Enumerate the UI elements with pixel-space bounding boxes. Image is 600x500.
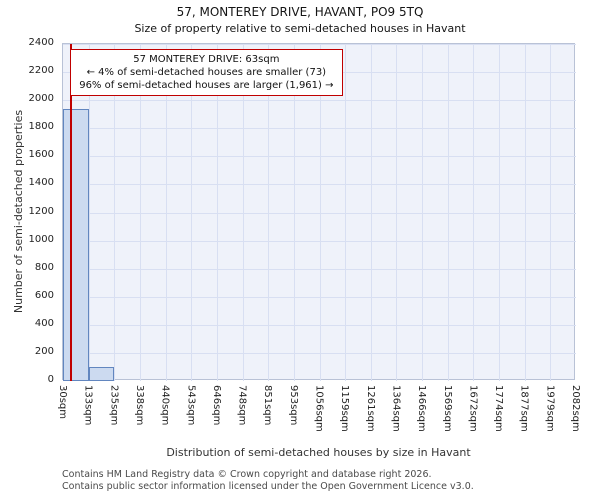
x-tick-label: 1979sqm <box>544 385 556 432</box>
y-tick-label: 2200 <box>28 65 54 77</box>
y-tick-label: 1000 <box>28 233 54 245</box>
y-tick-label: 1800 <box>28 121 54 133</box>
y-tick-label: 1200 <box>28 205 54 217</box>
gridline-vertical <box>165 44 167 381</box>
annotation-box: 57 MONTEREY DRIVE: 63sqm ← 4% of semi-de… <box>70 49 343 96</box>
histogram-bar <box>88 366 115 381</box>
x-tick-label: 953sqm <box>287 385 299 426</box>
x-tick-label: 235sqm <box>108 385 120 426</box>
gridline-vertical <box>216 44 218 381</box>
y-tick-label: 1600 <box>28 149 54 161</box>
footer: Contains HM Land Registry data © Crown c… <box>62 469 474 492</box>
gridline-vertical <box>345 44 347 381</box>
y-tick-label: 800 <box>34 261 54 273</box>
x-tick-label: 1774sqm <box>493 385 505 432</box>
gridline-vertical <box>139 44 141 381</box>
x-tick-label: 133sqm <box>82 385 94 426</box>
y-tick-label: 400 <box>34 317 54 329</box>
gridline-vertical <box>88 44 90 381</box>
gridline-vertical <box>422 44 424 381</box>
x-tick-label: 1364sqm <box>390 385 402 432</box>
x-tick-label: 1877sqm <box>518 385 530 432</box>
gridline-vertical <box>114 44 116 381</box>
y-tick-label: 2000 <box>28 93 54 105</box>
x-tick-label: 543sqm <box>185 385 197 426</box>
x-tick-label: 851sqm <box>262 385 274 426</box>
footer-attribution-line: Contains HM Land Registry data © Crown c… <box>62 469 432 480</box>
gridline-vertical <box>293 44 295 381</box>
x-tick-label: 748sqm <box>236 385 248 426</box>
annotation-smaller-line: ← 4% of semi-detached houses are smaller… <box>86 67 327 78</box>
y-tick-label: 2400 <box>28 37 54 48</box>
annotation-larger-line: 96% of semi-detached houses are larger (… <box>79 80 334 91</box>
y-tick-label: 200 <box>34 345 54 357</box>
x-tick-label: 1056sqm <box>313 385 325 432</box>
x-tick-label: 1672sqm <box>467 385 479 432</box>
property-marker-line <box>70 44 73 381</box>
x-tick-label: 1159sqm <box>339 385 351 432</box>
gridline-vertical <box>524 44 526 381</box>
x-tick-label: 646sqm <box>210 385 222 426</box>
gridline-vertical <box>370 44 372 381</box>
chart-title: 57, MONTEREY DRIVE, HAVANT, PO9 5TQ <box>176 5 424 19</box>
x-tick-label: 2082sqm <box>570 385 581 432</box>
annotation-property-line: 57 MONTEREY DRIVE: 63sqm <box>133 54 280 65</box>
gridline-vertical <box>550 44 552 381</box>
x-tick-label: 1569sqm <box>441 385 453 432</box>
histogram-bar <box>63 108 89 381</box>
x-tick-label: 1261sqm <box>364 385 376 432</box>
gridline-vertical <box>242 44 244 381</box>
y-tick-label: 600 <box>34 289 54 301</box>
gridline-vertical <box>499 44 501 381</box>
gridline-vertical <box>191 44 193 381</box>
gridline-vertical <box>319 44 321 381</box>
y-tick-label: 1400 <box>28 177 54 189</box>
gridline-vertical <box>396 44 398 381</box>
x-tick-label: 30sqm <box>57 385 68 420</box>
gridline-vertical <box>447 44 449 381</box>
x-tick-label: 1466sqm <box>416 385 428 432</box>
y-tick-label: 0 <box>47 374 54 385</box>
plot-area: 57 MONTEREY DRIVE: 63sqm ← 4% of semi-de… <box>62 43 576 381</box>
x-axis-label: Distribution of semi-detached houses by … <box>166 446 471 459</box>
x-tick-label: 440sqm <box>159 385 171 426</box>
x-tick-label: 338sqm <box>133 385 145 426</box>
gridline-vertical <box>473 44 475 381</box>
gridline-vertical <box>268 44 270 381</box>
footer-licence-line: Contains public sector information licen… <box>62 480 474 492</box>
chart-subtitle: Size of property relative to semi-detach… <box>134 22 466 35</box>
